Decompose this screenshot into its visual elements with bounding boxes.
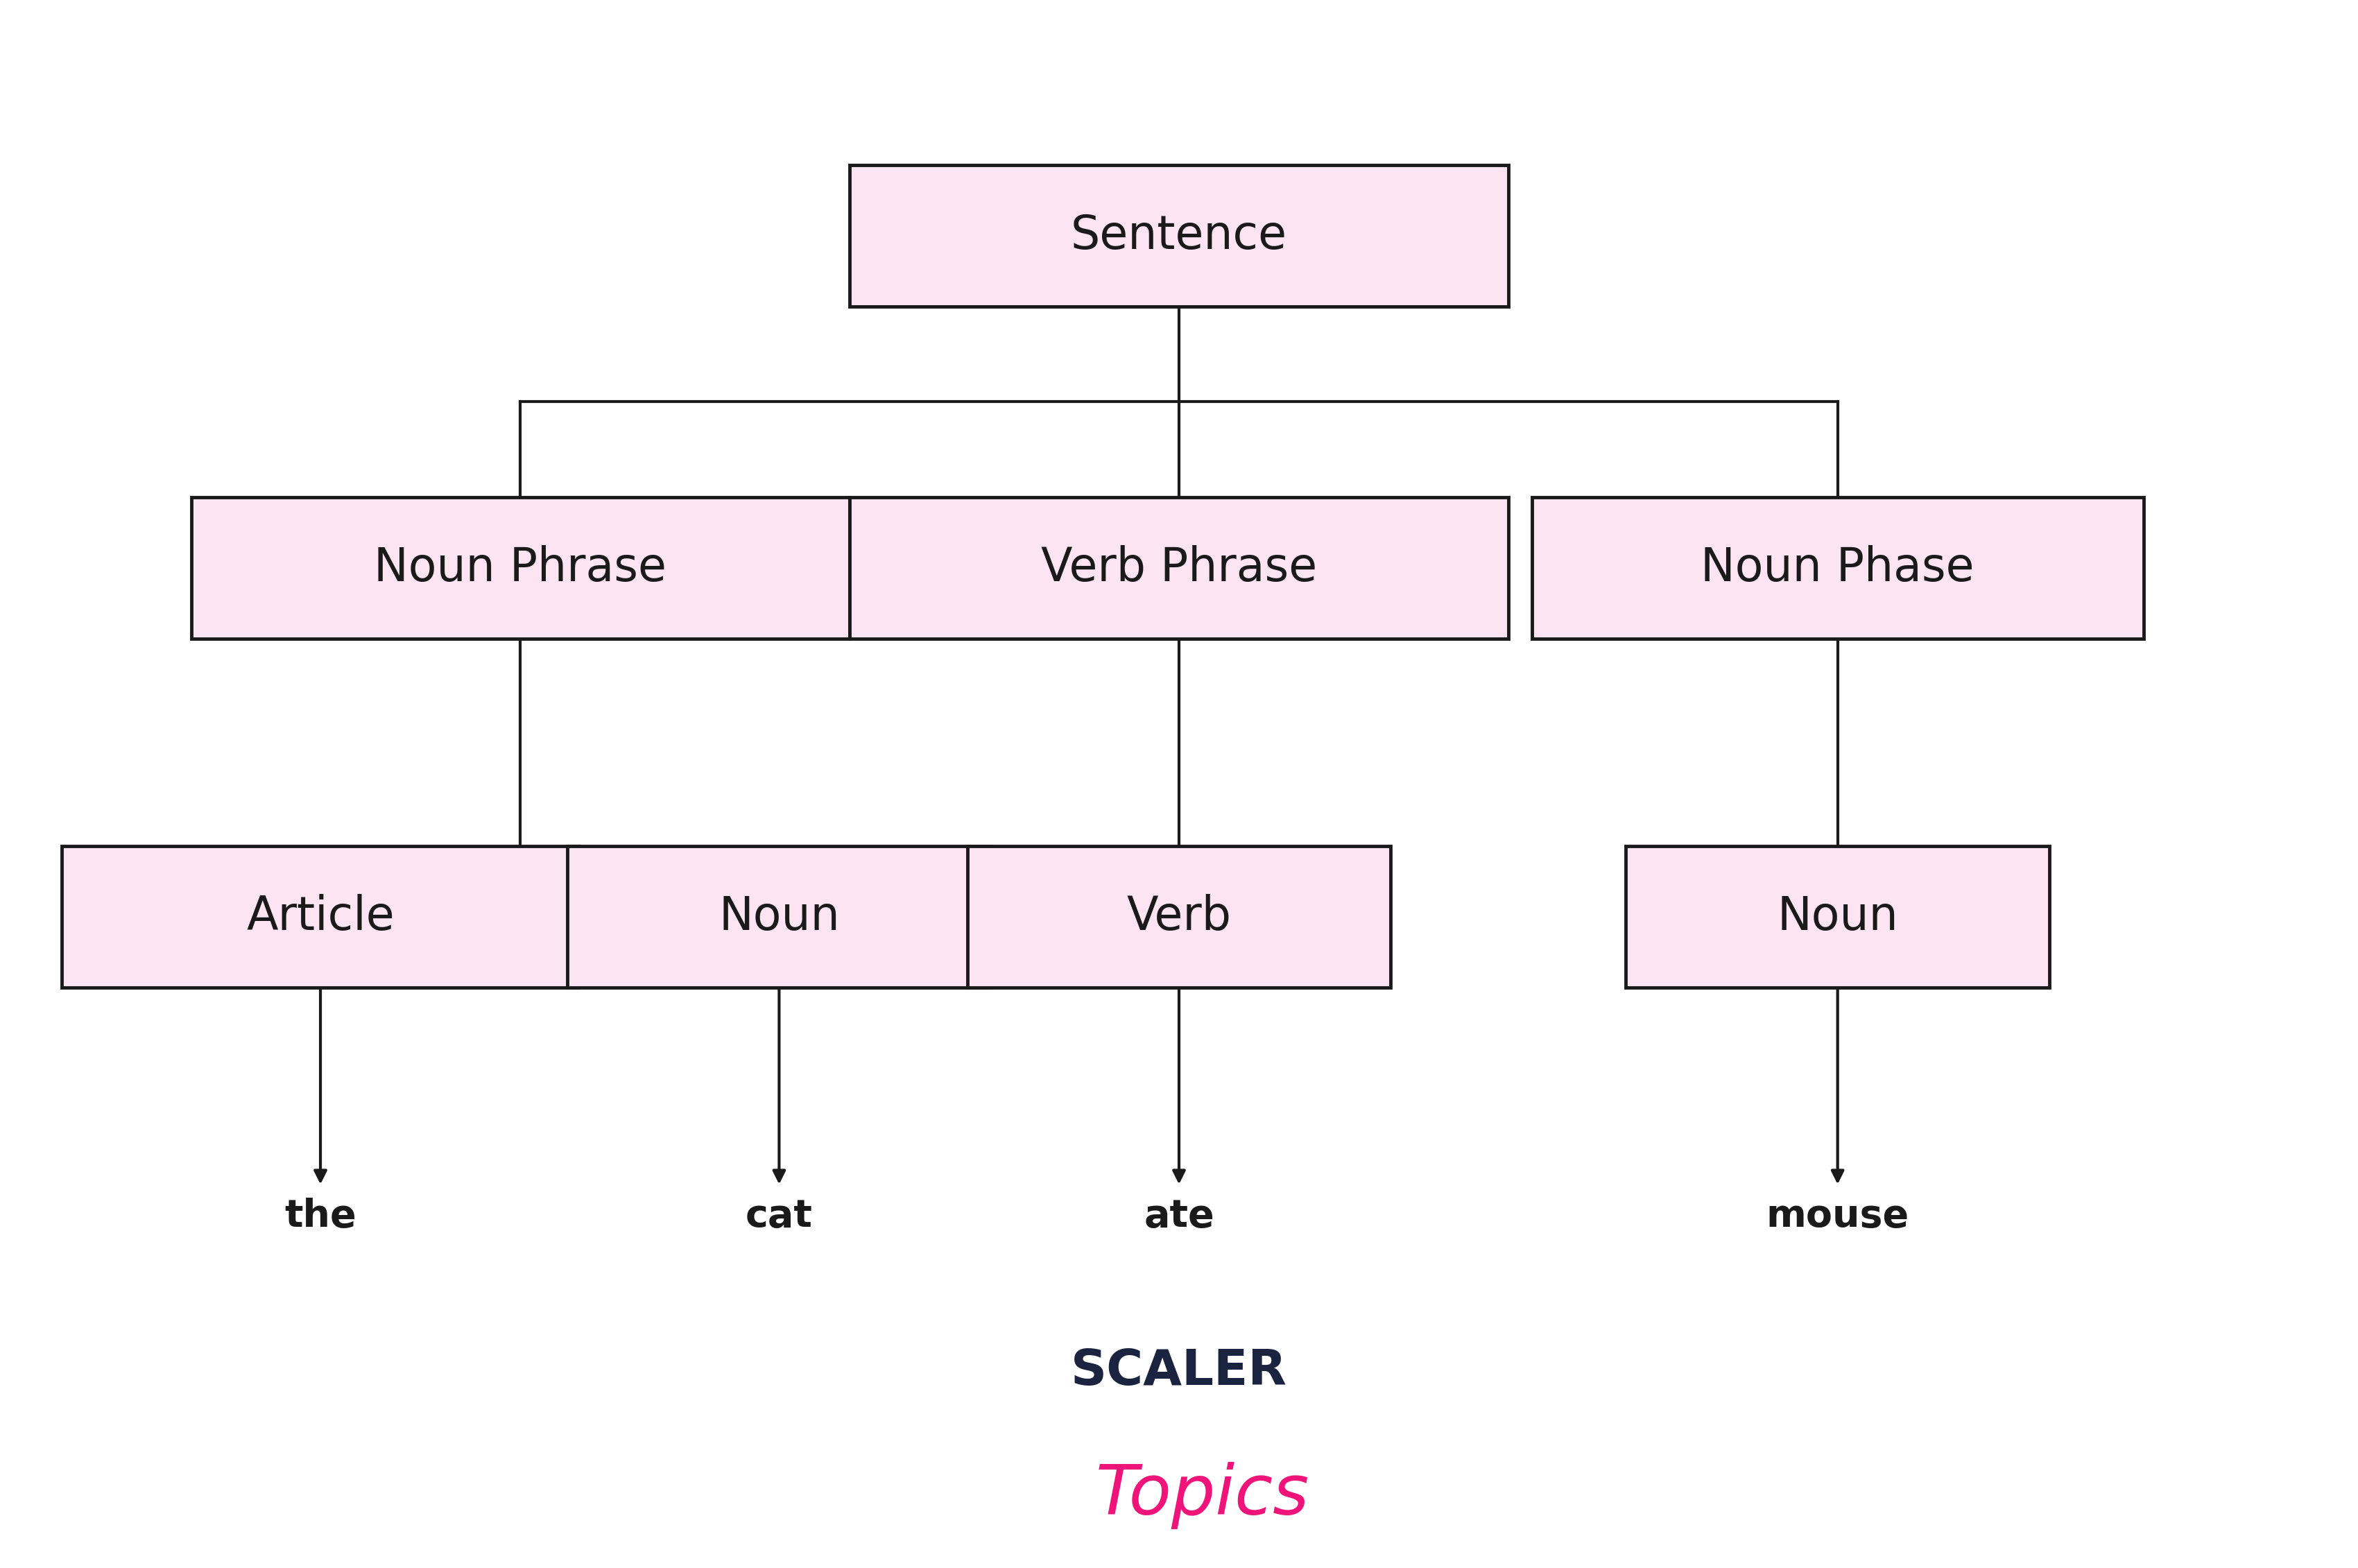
Text: Sentence: Sentence [1071,213,1287,259]
Text: mouse: mouse [1766,1198,1910,1236]
Text: Noun: Noun [719,894,839,939]
Text: Article: Article [245,894,394,939]
Text: the: the [285,1198,356,1236]
FancyBboxPatch shape [1533,497,2143,638]
FancyBboxPatch shape [967,847,1391,988]
Text: Verb: Verb [1127,894,1231,939]
Text: ate: ate [1144,1198,1214,1236]
Text: SCALER: SCALER [1071,1348,1287,1396]
FancyBboxPatch shape [849,165,1509,306]
FancyBboxPatch shape [191,497,849,638]
FancyBboxPatch shape [849,497,1509,638]
FancyBboxPatch shape [1627,847,2049,988]
FancyBboxPatch shape [568,847,990,988]
FancyBboxPatch shape [61,847,580,988]
Text: Topics: Topics [1096,1461,1309,1529]
Text: Noun Phrase: Noun Phrase [375,546,667,591]
Text: Verb Phrase: Verb Phrase [1040,546,1318,591]
Text: Noun: Noun [1778,894,1898,939]
Text: cat: cat [745,1198,814,1236]
Text: Noun Phase: Noun Phase [1700,546,1974,591]
